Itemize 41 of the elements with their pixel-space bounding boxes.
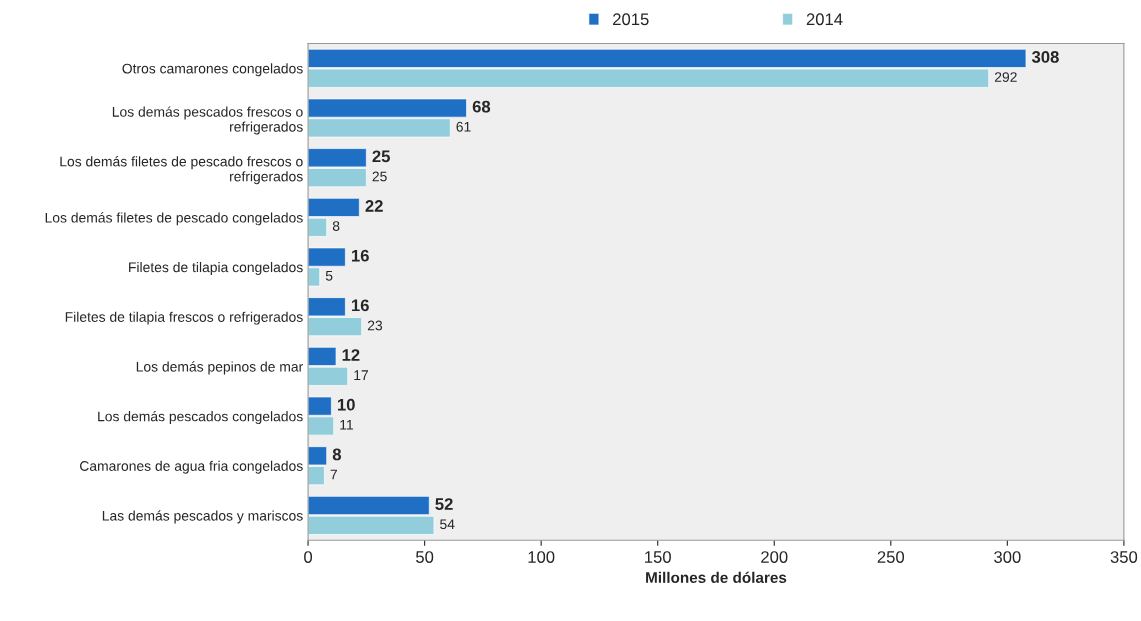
x-tick-label: 200 — [761, 551, 788, 563]
y-tick-label: Filetes de tilapia frescos o refrigerados — [65, 311, 303, 325]
data-label: 68 — [472, 100, 491, 113]
data-label: 25 — [372, 171, 387, 182]
data-label: 12 — [342, 349, 360, 361]
data-label: 54 — [440, 519, 455, 530]
y-tick-label: Filetes de tilapia congelados — [129, 262, 303, 275]
x-tick-label: 350 — [1110, 551, 1138, 563]
y-tick-label: Los demás filetes de pescado frescos o refrigerados — [60, 156, 303, 185]
data-label: 11 — [340, 420, 354, 430]
data-label: 16 — [351, 249, 369, 262]
y-tick-label: Los demás pescados congelados — [98, 410, 303, 425]
data-label: 8 — [332, 221, 340, 232]
data-label: 7 — [330, 469, 337, 480]
x-tick-label: 150 — [645, 551, 671, 563]
data-label: 10 — [337, 398, 355, 411]
data-label: 308 — [1031, 51, 1059, 63]
x-tick-label: 250 — [877, 551, 905, 563]
data-label: 16 — [351, 299, 369, 312]
data-label: 52 — [435, 498, 453, 510]
y-tick-label: Otros camarones congelados — [122, 63, 303, 77]
y-tick-label: Los demás pepinos de mar — [136, 361, 303, 375]
data-label: 23 — [367, 320, 383, 331]
y-tick-label: Camarones de agua fria congelados — [80, 460, 303, 474]
data-label: 292 — [994, 72, 1017, 82]
data-label: 61 — [456, 121, 471, 132]
data-label: 25 — [372, 150, 390, 163]
x-tick-label: 0 — [304, 551, 313, 563]
legend-label: 2015 — [613, 13, 649, 26]
y-tick-label: Las demás pescados y mariscos — [102, 510, 303, 524]
x-axis-title: Millones de dólares — [646, 571, 787, 583]
x-tick-label: 100 — [528, 551, 555, 563]
y-tick-label: Los demás pescados frescos o refrigerados — [112, 106, 303, 135]
x-tick-label: 300 — [994, 551, 1021, 563]
data-label: 8 — [332, 448, 342, 461]
data-label: 17 — [354, 370, 368, 380]
legend-label: 2014 — [806, 13, 843, 26]
y-tick-label: Los demás filetes de pescado congelados — [45, 212, 303, 226]
data-label: 5 — [325, 271, 333, 281]
x-tick-label: 50 — [416, 551, 434, 563]
data-label: 22 — [365, 200, 383, 212]
